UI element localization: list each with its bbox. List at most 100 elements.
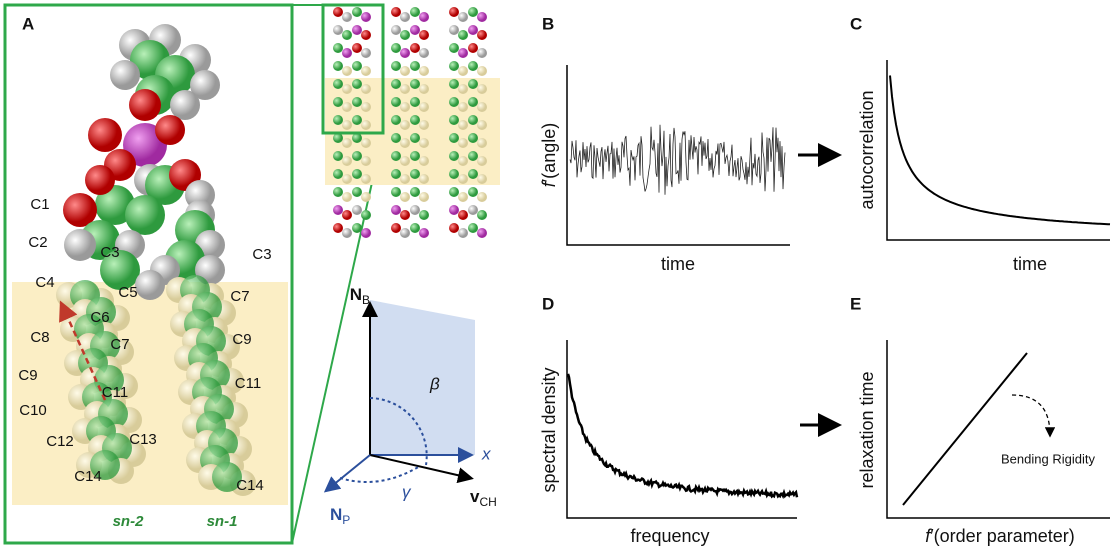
atom: [410, 115, 420, 125]
atom: [477, 120, 487, 130]
atom: [468, 151, 478, 161]
atom: [391, 25, 401, 35]
atom: [458, 192, 468, 202]
atom: [212, 462, 242, 492]
atom: [477, 174, 487, 184]
atom: [135, 270, 165, 300]
atom: [410, 79, 420, 89]
atom: [352, 97, 362, 107]
signal: [569, 124, 786, 195]
carbon-label: C8: [30, 329, 49, 346]
atom: [419, 66, 429, 76]
atom: [333, 133, 343, 143]
atom: [410, 205, 420, 215]
atom: [410, 187, 420, 197]
atom: [419, 156, 429, 166]
atom: [361, 102, 371, 112]
carbon-label: C7: [230, 288, 249, 305]
annotation-arrow: [1011, 394, 1056, 438]
atom: [468, 169, 478, 179]
atom: [100, 250, 140, 290]
atom: [352, 223, 362, 233]
atom: [449, 7, 459, 17]
atom: [352, 43, 362, 53]
atom: [63, 193, 97, 227]
atom: [458, 30, 468, 40]
axes: [886, 60, 1110, 241]
angle-symbol: γ: [402, 482, 412, 501]
atom: [361, 210, 371, 220]
atom: [352, 151, 362, 161]
atom: [333, 187, 343, 197]
atom: [468, 43, 478, 53]
vector-label: NP: [330, 505, 350, 527]
chain-vector: [59, 300, 107, 401]
atom: [468, 25, 478, 35]
carbon-label: C2: [28, 234, 47, 251]
atom: [458, 84, 468, 94]
atom: [155, 115, 185, 145]
panel-label: C: [850, 14, 862, 33]
atom: [342, 30, 352, 40]
atom: [400, 138, 410, 148]
atom: [419, 210, 429, 220]
atom: [391, 151, 401, 161]
np-axis: [323, 454, 371, 493]
atom: [400, 12, 410, 22]
atom: [342, 102, 352, 112]
atom: [352, 187, 362, 197]
atom: [468, 133, 478, 143]
carbon-label: C3: [252, 246, 271, 263]
atom: [458, 156, 468, 166]
atom: [468, 97, 478, 107]
atom: [477, 84, 487, 94]
atom: [477, 66, 487, 76]
atom: [410, 43, 420, 53]
atom: [342, 12, 352, 22]
atom: [361, 192, 371, 202]
atom: [342, 84, 352, 94]
atom: [391, 169, 401, 179]
atom: [400, 192, 410, 202]
atom: [468, 79, 478, 89]
atom: [129, 89, 161, 121]
carbon-label: C6: [90, 309, 109, 326]
atom: [361, 120, 371, 130]
atom: [410, 223, 420, 233]
carbon-label: C5: [118, 284, 137, 301]
atom: [342, 210, 352, 220]
atom: [391, 187, 401, 197]
atom: [110, 60, 140, 90]
atom: [90, 450, 120, 480]
atom: [361, 48, 371, 58]
atom: [468, 205, 478, 215]
subscript: B: [362, 293, 370, 307]
atom: [391, 97, 401, 107]
carbon-label: C11: [102, 384, 128, 401]
carbon-label: C14: [74, 468, 102, 485]
atom: [468, 7, 478, 17]
atom: [449, 79, 459, 89]
zoom-box: [321, 3, 385, 135]
atom: [468, 115, 478, 125]
carbon-label: C11: [235, 375, 261, 392]
atom: [458, 228, 468, 238]
atom: [449, 25, 459, 35]
atom: [85, 165, 115, 195]
gamma-arc: [339, 465, 421, 483]
atom: [419, 192, 429, 202]
carbon-label: C10: [19, 402, 47, 419]
atom: [458, 174, 468, 184]
atom: [391, 223, 401, 233]
atom: [333, 205, 343, 215]
y-axis-label: relaxation time: [857, 371, 877, 488]
carbon-label: C7: [110, 336, 129, 353]
atom: [419, 84, 429, 94]
panel-label: D: [542, 294, 554, 313]
atom: [419, 174, 429, 184]
atom: [342, 48, 352, 58]
atom: [342, 156, 352, 166]
atom: [458, 66, 468, 76]
atom: [361, 12, 371, 22]
